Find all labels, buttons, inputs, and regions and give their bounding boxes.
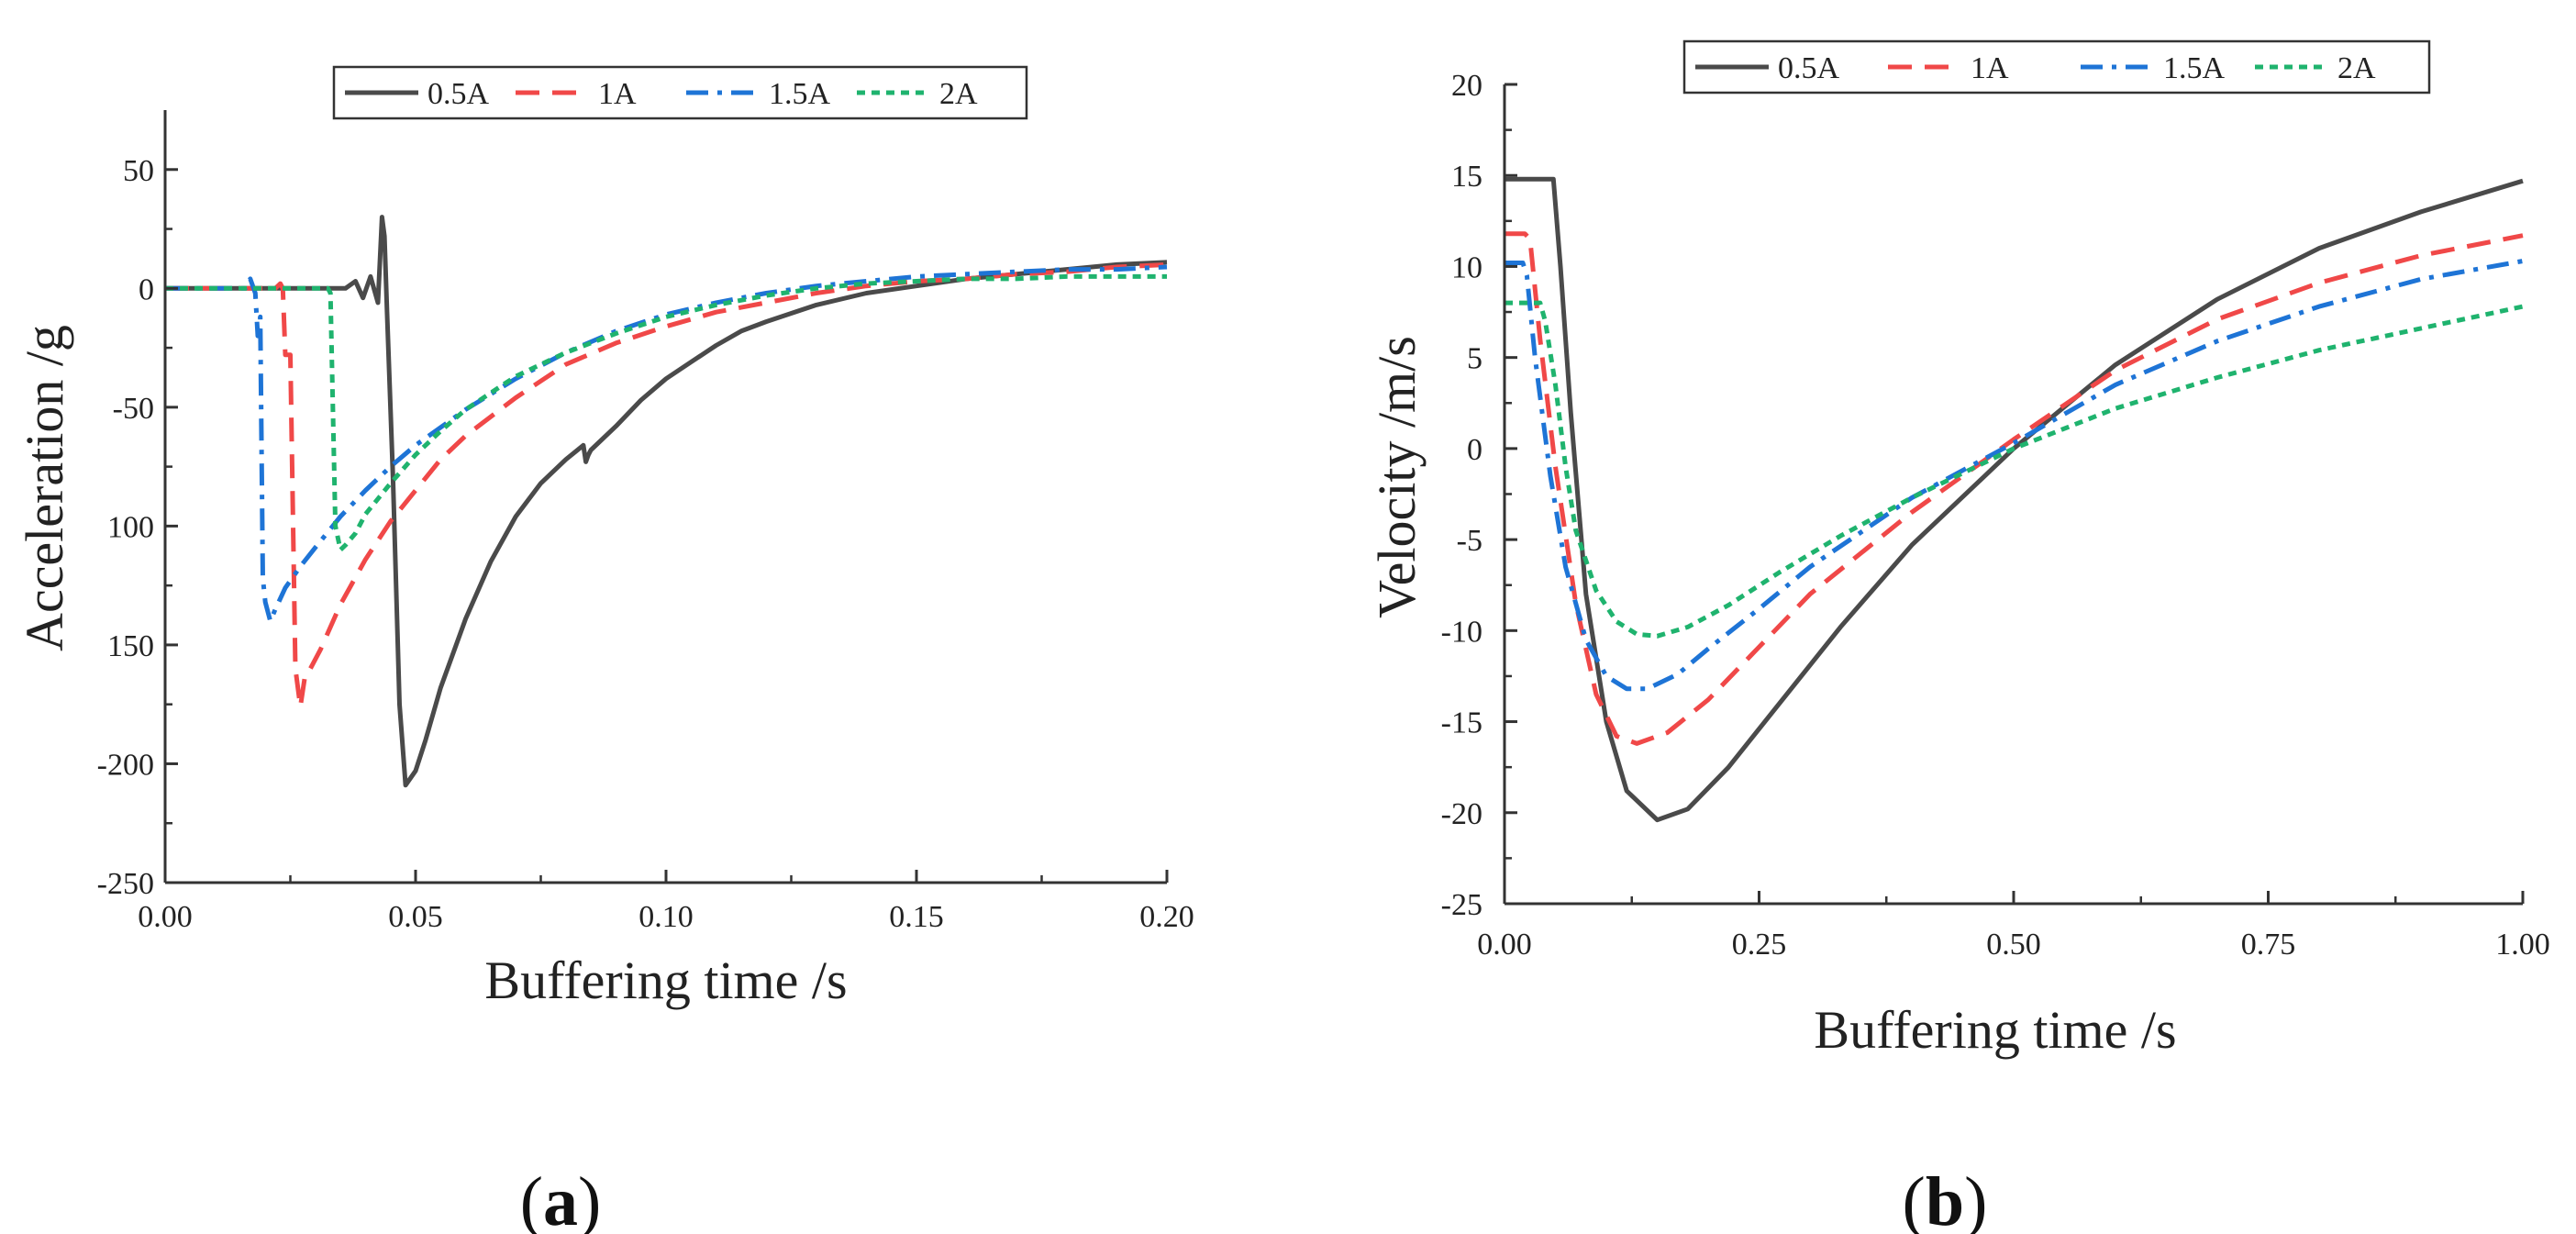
panel-a-series-line-0p5A: [165, 215, 1168, 788]
panel-b-y-tick-label: 10: [1451, 250, 1482, 284]
panel-b-series-line-0p5A: [1505, 176, 2524, 823]
panel-a-series-line-2A: [165, 273, 1167, 552]
panel-b-legend-label-0p5A: 0.5A: [1778, 51, 1840, 85]
panel-b-x-axis-title: Buffering time /s: [1814, 1000, 2176, 1060]
panel-a-series-line-1A: [165, 261, 1168, 709]
panel-a-ticks: 0.00 0.05 0.10 0.15 0.20 50 0 -50 100 150 -200 -250: [97, 154, 1194, 934]
panel-a-label-close: ): [578, 1163, 601, 1234]
panel-b-series-layer: [1505, 176, 2524, 823]
panel-b-y-tick-label: -15: [1441, 706, 1482, 740]
panel-b-y-tick-label: 0: [1467, 433, 1482, 467]
panel-b-y-tick-label: -5: [1457, 524, 1482, 558]
panel-b-y-tick-label: -20: [1441, 797, 1482, 831]
panel-a-label-open: (: [520, 1163, 543, 1234]
panel-b-x-tick-label: 0.75: [2241, 928, 2296, 962]
panel-a-series-layer: [165, 215, 1168, 788]
panel-a-x-tick-label: 0.15: [889, 900, 944, 934]
panel-a-y-tick-label: 50: [123, 154, 154, 188]
panel-a-x-axis-title: Buffering time /s: [484, 951, 847, 1010]
panel-b-y-tick-label: 5: [1467, 342, 1482, 376]
panel-b-legend-label-2A: 2A: [2337, 51, 2376, 85]
panel-a-y-tick-label: -50: [113, 392, 154, 426]
panel-b-legend: 0.5A 1A 1.5A 2A: [1682, 39, 2431, 94]
panel-a-x-tick-label: 0.20: [1139, 900, 1194, 934]
panel-b-label-letter: b: [1926, 1163, 1964, 1234]
panel-b-x-tick-label: 0.00: [1477, 928, 1532, 962]
panel-b-y-tick-label: -10: [1441, 615, 1482, 649]
panel-b-y-tick-label: 20: [1451, 69, 1482, 103]
panel-a-x-tick-label: 0.10: [638, 900, 694, 934]
panel-a-legend-label-0p5A: 0.5A: [427, 77, 490, 111]
panel-a-y-tick-label: 150: [107, 629, 154, 663]
panel-b-axes: [1503, 84, 2523, 906]
panel-a-label-letter: a: [543, 1163, 578, 1234]
panel-b-y-tick-label: 15: [1451, 160, 1482, 194]
panel-b-series-line-1p5A: [1505, 259, 2524, 692]
panel-b-y-tick-label: -25: [1441, 888, 1482, 922]
panel-a-label: (a): [520, 1163, 602, 1234]
panel-a-legend-label-1A: 1A: [598, 77, 637, 111]
panel-b-label-close: ): [1964, 1163, 1987, 1234]
panel-b-label: (b): [1903, 1163, 1988, 1234]
panel-a-x-tick-label: 0.00: [138, 900, 193, 934]
panel-b-series-line-2A: [1505, 300, 2524, 639]
panel-a-y-tick-label: -250: [97, 867, 154, 901]
panel-a-acceleration: 0.00 0.05 0.10 0.15 0.20 50 0 -50 100 150 -200 -250…: [15, 65, 1194, 1234]
panel-a-y-tick-label: -200: [97, 748, 154, 782]
panel-a-series-line-1p5A: [165, 264, 1168, 624]
panel-b-x-tick-label: 1.00: [2495, 928, 2550, 962]
panel-b-legend-label-1p5A: 1.5A: [2163, 51, 2226, 85]
panel-a-y-axis-title: Acceleration /g: [15, 325, 74, 651]
panel-b-y-axis-title: Velocity /m/s: [1367, 336, 1427, 618]
panel-a-axes: [163, 110, 1167, 884]
panel-a-y-tick-label: 100: [107, 510, 154, 544]
panel-a-legend-box: [332, 65, 1028, 120]
panel-a-legend: 0.5A 1A 1.5A 2A: [332, 65, 1028, 120]
panel-a-x-tick-label: 0.05: [388, 900, 443, 934]
panel-a-legend-label-1p5A: 1.5A: [769, 77, 831, 111]
panel-b-ticks: 0.00 0.25 0.50 0.75 1.00 20 15 10 5 0 -5 -10 -15 -20 -…: [1441, 69, 2550, 962]
panel-b-x-tick-label: 0.25: [1732, 928, 1787, 962]
panel-b-x-tick-label: 0.50: [1986, 928, 2041, 962]
panel-b-series-line-1A: [1505, 231, 2524, 746]
panel-a-legend-label-2A: 2A: [939, 77, 978, 111]
panel-b-label-open: (: [1903, 1163, 1926, 1234]
panel-b-legend-label-1A: 1A: [1971, 51, 2009, 85]
panel-a-y-tick-label: 0: [139, 272, 154, 306]
panel-b-velocity: 0.00 0.25 0.50 0.75 1.00 20 15 10 5 0 -5 -10 -15 -20 -…: [1367, 39, 2550, 1234]
